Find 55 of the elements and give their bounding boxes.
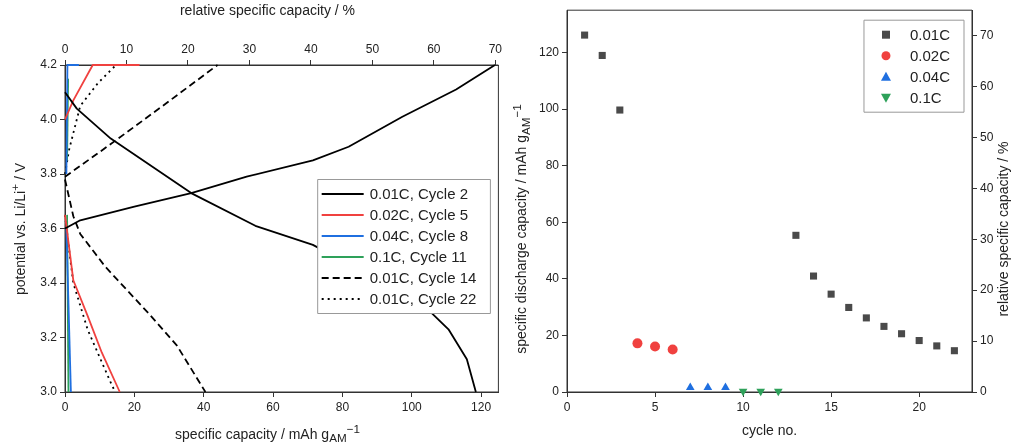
y2-tick-label: 30 <box>980 231 994 246</box>
x-tick-label: 5 <box>651 399 659 414</box>
y-tick-label: 3.6 <box>40 220 58 235</box>
x2-axis-title: relative specific capacity / % <box>179 2 356 18</box>
x-axis-title: cycle no. <box>741 422 798 438</box>
x-tick-label: 20 <box>127 399 142 414</box>
x-tick-label: 20 <box>912 399 927 414</box>
x-tick-label: 0 <box>61 399 69 414</box>
y2-tick-label: 10 <box>980 333 994 348</box>
legend-label: 0.01C <box>909 25 951 43</box>
x-tick-label: 100 <box>401 399 423 414</box>
x2-tick-label: 40 <box>304 42 318 57</box>
legend-label: 0.04C <box>909 67 951 85</box>
y-tick-label: 120 <box>538 44 560 59</box>
legend-label: 0.01C, Cycle 2 <box>369 185 469 203</box>
x-tick-label: 120 <box>471 399 492 414</box>
x-tick-label: 0 <box>563 399 571 414</box>
x2-tick-label: 70 <box>488 42 503 57</box>
y2-tick-label: 50 <box>980 129 994 144</box>
legend-label: 0.1C, Cycle 11 <box>369 248 467 266</box>
y-tick-label: 3.0 <box>40 384 58 399</box>
y-tick-label: 3.8 <box>40 166 58 181</box>
y2-tick-label: 20 <box>980 282 994 297</box>
x-tick-label: 60 <box>266 399 281 414</box>
legend-label: 0.01C, Cycle 22 <box>369 290 477 308</box>
y2-tick-label: 60 <box>980 78 994 93</box>
y-tick-label: 0 <box>552 384 560 399</box>
y-tick-label: 4.0 <box>40 111 58 126</box>
y-tick-label: 4.2 <box>40 57 58 72</box>
y-tick-label: 40 <box>545 271 560 286</box>
legend-label: 0.1C <box>909 88 942 106</box>
x2-tick-label: 20 <box>181 42 195 57</box>
y2-tick-label: 40 <box>980 180 994 195</box>
y2-tick-label: 70 <box>980 27 994 42</box>
y-tick-label: 80 <box>545 158 560 173</box>
x-tick-label: 40 <box>197 399 211 414</box>
y2-axis-title: relative specific capacity / % <box>995 140 1011 317</box>
y-tick-label: 3.2 <box>40 329 58 344</box>
legend-label: 0.01C, Cycle 14 <box>369 269 477 287</box>
x-tick-label: 15 <box>824 399 839 414</box>
x2-tick-label: 50 <box>365 42 380 57</box>
x2-tick-label: 30 <box>242 42 257 57</box>
legend-label: 0.02C <box>909 46 951 64</box>
legend-label: 0.04C, Cycle 8 <box>369 227 469 245</box>
y-tick-label: 60 <box>545 214 560 229</box>
y2-tick-label: 0 <box>980 384 987 399</box>
y-tick-label: 100 <box>538 101 560 116</box>
x-tick-label: 10 <box>736 399 751 414</box>
x2-tick-label: 60 <box>427 42 441 57</box>
x2-tick-label: 10 <box>119 42 134 57</box>
y-tick-label: 20 <box>545 327 560 342</box>
x-tick-label: 80 <box>335 399 350 414</box>
legend-label: 0.02C, Cycle 5 <box>369 206 469 224</box>
y-tick-label: 3.4 <box>40 275 58 290</box>
x2-tick-label: 0 <box>61 42 69 57</box>
